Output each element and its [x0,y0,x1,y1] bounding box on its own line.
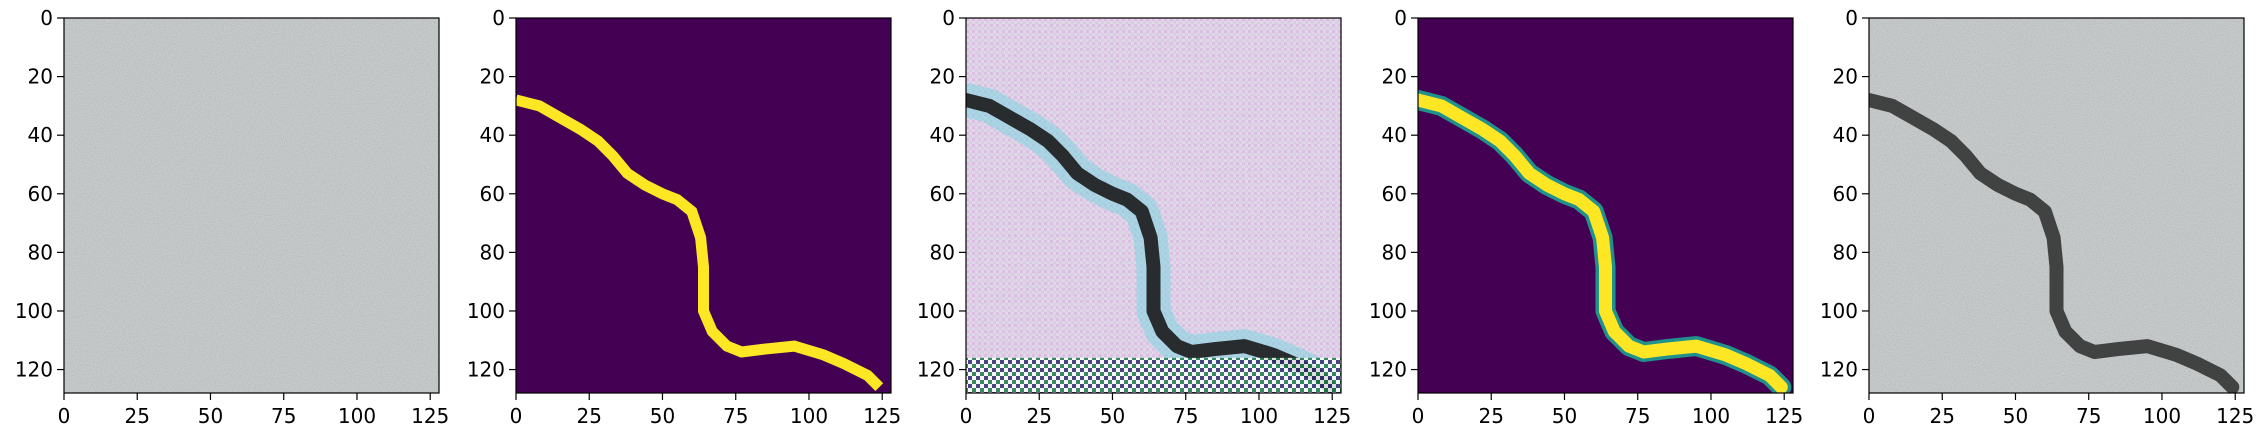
y-tick-label: 20 [28,65,53,89]
x-tick-label: 100 [790,404,828,428]
x-tick-label: 75 [1173,404,1198,428]
x-tick-label: 125 [1313,404,1351,428]
y-tick-label: 20 [1382,65,1407,89]
y-tick-label: 80 [1833,240,1858,264]
y-tick-label: 100 [467,299,505,323]
y-tick-label: 120 [467,358,505,382]
y-tick-label: 120 [1820,358,1858,382]
y-tick-label: 20 [480,65,505,89]
y-tick-label: 0 [1845,6,1858,30]
y-tick-label: 0 [1394,6,1407,30]
x-tick-label: 100 [1692,404,1730,428]
x-tick-label: 75 [2076,404,2101,428]
crack-stroke [966,93,1337,393]
panel-generated-image: 0 25 50 75 100 125 0 20 40 60 80 100 120 [917,6,1351,428]
x-tick-label: 125 [863,404,901,428]
x-tick-label: 0 [1412,404,1425,428]
x-tick-label: 50 [650,404,675,428]
x-tick-label: 25 [577,404,602,428]
x-tick-label: 25 [125,404,150,428]
x-tick-label: 25 [1027,404,1052,428]
y-tick-label: 60 [1833,182,1858,206]
panel-image [1869,18,2244,393]
panel-ground-truth-mask: 0 25 50 75 100 125 0 20 40 60 80 100 120 [467,6,901,428]
x-tick-label: 100 [1240,404,1278,428]
y-tick-label: 40 [1382,123,1407,147]
y-tick-label: 20 [930,65,955,89]
x-tick-label: 125 [411,404,449,428]
y-tick-label: 120 [917,358,955,382]
y-tick-label: 40 [480,123,505,147]
x-tick-label: 75 [723,404,748,428]
crack-mask [516,94,884,391]
panel-image [966,18,1341,393]
axes-frame [63,17,440,394]
y-tick-label: 20 [1833,65,1858,89]
x-tick-label: 25 [1479,404,1504,428]
axes-frame [1868,17,2245,394]
y-tick-label: 100 [917,299,955,323]
y-tick-label: 40 [930,123,955,147]
x-tick-label: 75 [1625,404,1650,428]
y-tick-label: 80 [930,240,955,264]
y-tick-label: 80 [28,240,53,264]
axes-frame [965,17,1342,394]
panel-image [1418,18,1793,393]
x-tick-label: 50 [1552,404,1577,428]
panel-predicted-mask: 0 25 50 75 100 125 0 20 40 60 80 100 120 [1369,6,1803,428]
y-tick-label: 80 [480,240,505,264]
y-tick-label: 120 [1369,358,1407,382]
panel-image [64,18,439,393]
axes-frame [1417,17,1794,394]
x-tick-label: 25 [1930,404,1955,428]
y-tick-label: 60 [28,182,53,206]
y-tick-label: 100 [15,299,53,323]
panel-image [516,18,891,393]
panel-overlay-image: 0 25 50 75 100 125 0 20 40 60 80 100 120 [1820,6,2254,428]
x-tick-label: 0 [1863,404,1876,428]
y-tick-label: 40 [28,123,53,147]
y-tick-label: 60 [480,182,505,206]
x-tick-label: 50 [2003,404,2028,428]
x-tick-label: 125 [1765,404,1803,428]
artifact-band [966,357,1341,393]
y-tick-label: 40 [1833,123,1858,147]
y-tick-label: 120 [15,358,53,382]
x-tick-label: 0 [58,404,71,428]
x-tick-label: 75 [271,404,296,428]
x-tick-label: 0 [510,404,523,428]
x-tick-label: 50 [1100,404,1125,428]
y-tick-label: 0 [40,6,53,30]
y-tick-label: 100 [1820,299,1858,323]
crack-stroke [1869,93,2240,393]
x-tick-label: 100 [338,404,376,428]
x-tick-label: 125 [2216,404,2254,428]
y-tick-label: 80 [1382,240,1407,264]
y-tick-label: 0 [942,6,955,30]
x-tick-label: 100 [2143,404,2181,428]
y-tick-label: 60 [1382,182,1407,206]
crack-mask [1418,93,1788,393]
y-tick-label: 60 [930,182,955,206]
x-tick-label: 0 [960,404,973,428]
axes-frame [515,17,892,394]
x-tick-label: 50 [198,404,223,428]
y-tick-label: 100 [1369,299,1407,323]
panel-concrete-texture: 0 25 50 75 100 125 0 20 40 60 80 100 120 [15,6,449,428]
y-tick-label: 0 [492,6,505,30]
